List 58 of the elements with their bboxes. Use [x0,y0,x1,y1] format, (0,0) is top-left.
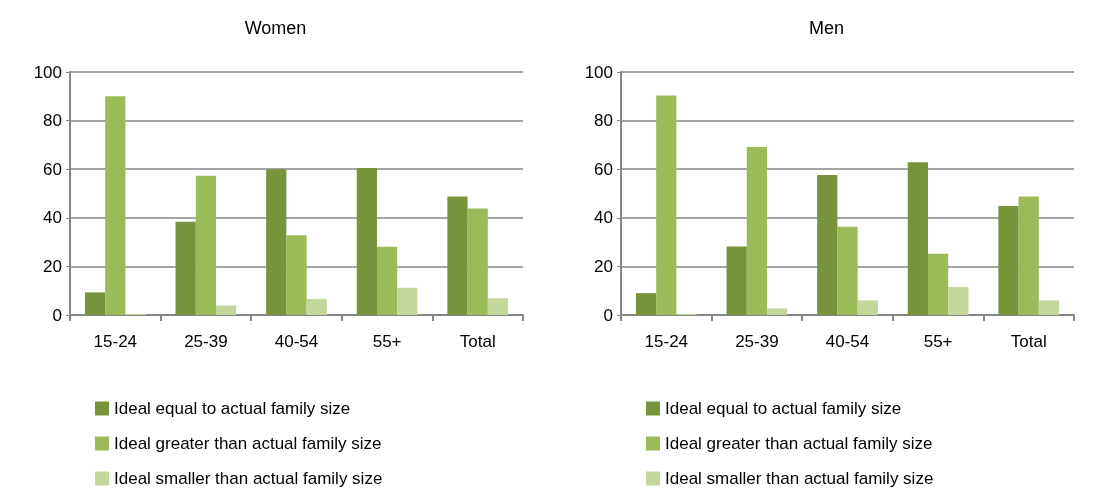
y-tick-label: 60 [594,159,613,179]
bar [397,287,418,315]
bar [746,147,768,315]
bar [837,226,858,315]
legend-label: Ideal smaller than actual family size [665,469,934,488]
y-tick-label: 40 [43,208,62,228]
y-tick-label: 100 [584,62,613,82]
chart-title: Men [808,18,845,38]
bar [998,205,1019,315]
y-tick-label: 80 [594,111,613,131]
bar [105,96,126,315]
legend-label: Ideal equal to actual family size [665,399,902,418]
legend-label: Ideal smaller than actual family size [114,469,383,488]
chart-title: Women [244,18,307,38]
bar [487,298,509,315]
legend-label: Ideal greater than actual family size [114,434,382,453]
bar [948,287,969,315]
bar [656,95,677,315]
bar [726,246,747,315]
x-tick-label: 40-54 [274,332,319,351]
x-tick-label: Total [1010,332,1047,351]
bar [376,246,398,315]
bar [857,300,878,315]
x-tick-label: 15-24 [93,332,138,351]
bar [817,175,838,315]
y-tick-label: 40 [594,208,613,228]
bar [1038,300,1060,315]
bar [195,175,217,315]
y-tick-label: 20 [43,256,62,276]
x-tick-label: 25-39 [184,332,228,351]
y-tick-label: 100 [33,62,62,82]
bar [447,196,468,315]
bar [356,167,377,315]
bar [216,305,237,315]
legend-label: Ideal greater than actual family size [665,434,933,453]
y-tick-label: 20 [594,256,613,276]
bar [84,292,106,315]
x-tick-label: Total [459,332,496,351]
y-tick-label: 0 [52,305,62,325]
bar [266,169,287,315]
bar [907,162,928,315]
x-tick-label: 40-54 [825,332,870,351]
bar [467,208,488,315]
y-tick-label: 80 [43,111,62,131]
bar [175,221,196,315]
bar [1018,196,1039,315]
legend-label: Ideal equal to actual family size [114,399,351,418]
y-tick-label: 60 [43,159,62,179]
bar [286,235,307,315]
bar [927,253,949,315]
x-tick-label: 25-39 [735,332,779,351]
y-tick-label: 0 [603,305,613,325]
x-tick-label: 55+ [372,332,402,351]
bar [767,308,788,315]
x-tick-label: 15-24 [644,332,689,351]
x-tick-label: 55+ [923,332,953,351]
bar [635,293,657,315]
bar [306,298,327,315]
